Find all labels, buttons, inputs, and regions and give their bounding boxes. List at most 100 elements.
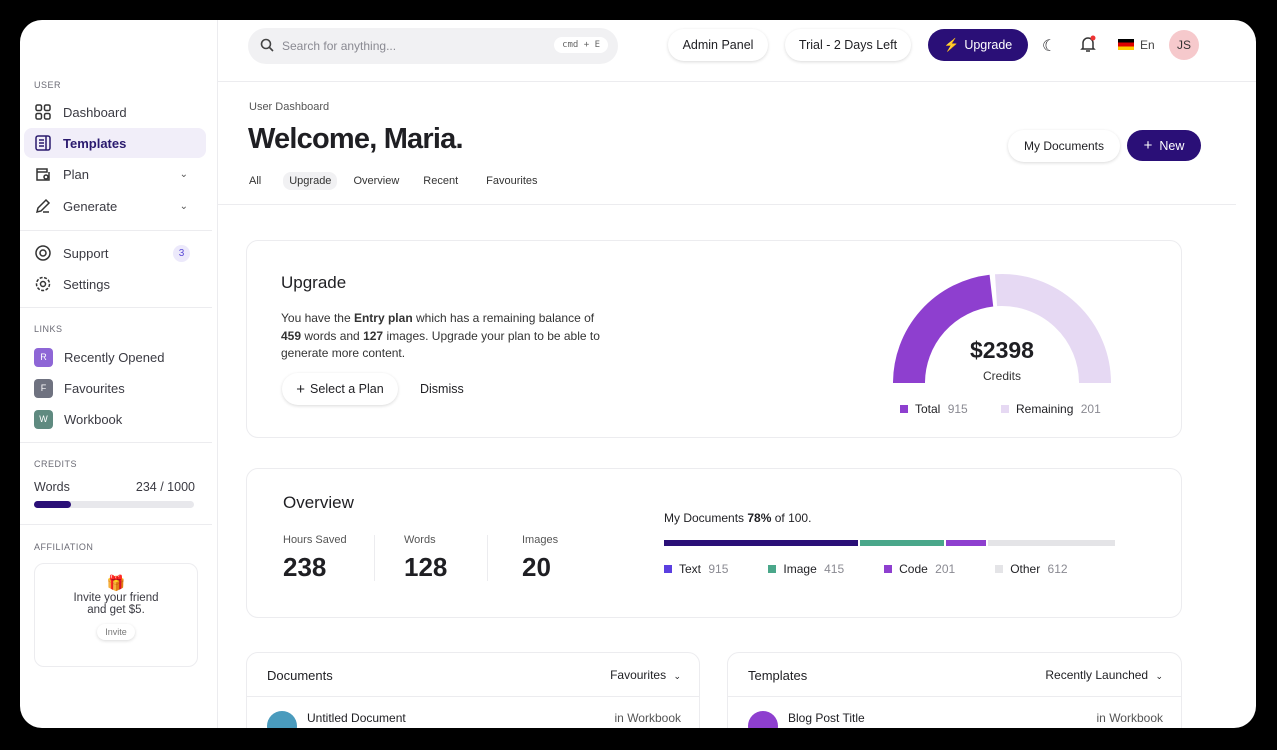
shortcut-hint: cmd + E	[554, 37, 608, 53]
admin-panel-button[interactable]: Admin Panel	[668, 29, 768, 61]
lifebuoy-icon	[34, 244, 52, 262]
label: Recently Opened	[64, 349, 165, 365]
link-favourites[interactable]: F Favourites	[24, 373, 206, 403]
tab-favourites[interactable]: Favourites	[486, 175, 538, 187]
label: Templates	[63, 135, 127, 151]
gauge-total-arc	[893, 274, 994, 384]
legend-code: Code 201	[884, 562, 955, 576]
sidebar-item-dashboard[interactable]: Dashboard	[24, 97, 206, 127]
plus-icon: +	[1143, 137, 1153, 154]
legend-swatch	[884, 565, 893, 573]
tab-upgrade[interactable]: Upgrade	[283, 172, 338, 190]
moon-icon[interactable]: ☾	[1042, 38, 1057, 55]
divider	[728, 696, 1181, 697]
select-plan-button[interactable]: + Select a Plan	[282, 373, 398, 405]
templates-card: Templates Recently Launched ⌄ Blog Post …	[727, 652, 1182, 728]
usage-segment-image	[859, 540, 945, 546]
avatar[interactable]: JS	[1169, 30, 1199, 60]
language-selector[interactable]: En	[1140, 38, 1155, 52]
section-label: LINKS	[34, 324, 63, 334]
search-icon	[260, 38, 274, 55]
template-avatar	[748, 711, 778, 728]
label: Favourites	[64, 380, 125, 396]
section-label: USER	[34, 80, 62, 90]
sidebar: USER Dashboard Templates Plan ⌄ Generate ⌄…	[20, 20, 218, 728]
gift-icon: 🎁	[106, 575, 126, 592]
upgrade-title: Upgrade	[281, 273, 347, 292]
my-documents-button[interactable]: My Documents	[1008, 130, 1120, 162]
gauge-label: Credits	[982, 369, 1021, 383]
sidebar-item-support[interactable]: Support 3	[24, 238, 206, 268]
gear-icon	[34, 275, 52, 293]
credits-progress	[34, 501, 194, 508]
link-workbook[interactable]: W Workbook	[24, 404, 206, 434]
templates-title: Templates	[748, 668, 808, 683]
documents-filter-dropdown[interactable]: Favourites ⌄	[610, 668, 681, 682]
stat-hours-saved: Hours Saved 238	[283, 534, 347, 582]
legend-image: Image 415	[768, 562, 844, 576]
sidebar-item-plan[interactable]: Plan ⌄	[24, 159, 206, 189]
document-title[interactable]: Untitled Document	[307, 711, 406, 725]
usage-legend: Text 915 Image 415 Code 201 Other 612	[664, 562, 1108, 576]
tab-all[interactable]: All	[249, 175, 262, 187]
divider	[20, 524, 212, 525]
tab-recent[interactable]: Recent	[423, 175, 459, 187]
pencil-icon	[34, 197, 52, 215]
link-avatar: F	[34, 378, 53, 398]
usage-segment-other	[988, 540, 1115, 546]
label: Plan	[63, 166, 90, 182]
section-label: CREDITS	[34, 459, 78, 469]
new-button[interactable]: + New	[1127, 130, 1201, 161]
stat-images: Images 20	[522, 534, 559, 582]
search-placeholder: Search for anything...	[282, 39, 397, 53]
usage-segment-text	[664, 540, 858, 546]
upgrade-description: You have the Entry plan which has a rema…	[281, 311, 600, 360]
legend-swatch	[900, 405, 908, 413]
sidebar-item-templates[interactable]: Templates	[24, 128, 206, 158]
wallet-icon	[34, 165, 52, 183]
invite-card: 🎁 Invite your friend and get $5. Invite	[34, 563, 198, 667]
dismiss-button[interactable]: Dismiss	[420, 382, 464, 396]
label: Select a Plan	[310, 382, 384, 396]
section-label: AFFILIATION	[34, 542, 94, 552]
link-recently-opened[interactable]: R Recently Opened	[24, 342, 206, 372]
label: Dashboard	[63, 104, 127, 120]
legend-text: Text 915	[664, 562, 728, 576]
upgrade-card: Upgrade You have the Entry plan which ha…	[246, 240, 1182, 438]
overview-card: Overview Hours Saved 238 Words 128 Images 2…	[246, 468, 1182, 618]
document-icon	[34, 134, 52, 152]
label: Settings	[63, 276, 110, 292]
divider	[218, 204, 1236, 205]
breadcrumb[interactable]: User Dashboard	[249, 101, 330, 113]
bell-icon[interactable]	[1080, 35, 1096, 58]
credits-gauge	[893, 274, 1111, 384]
sidebar-item-settings[interactable]: Settings	[24, 269, 206, 299]
documents-usage-bar	[664, 540, 1115, 546]
documents-usage-text: My Documents 78% of 100.	[664, 511, 812, 525]
tabs: All Upgrade Overview Recent Favourites	[249, 172, 538, 190]
grid-icon	[34, 103, 52, 121]
divider	[487, 535, 488, 581]
top-bar: Search for anything... cmd + E Admin Pane…	[218, 20, 1256, 82]
trial-button[interactable]: Trial - 2 Days Left	[785, 29, 911, 61]
search-input[interactable]: Search for anything... cmd + E	[248, 28, 618, 64]
sidebar-item-generate[interactable]: Generate ⌄	[24, 191, 206, 221]
document-avatar	[267, 711, 297, 728]
chevron-down-icon: ⌄	[179, 168, 188, 180]
link-avatar: W	[34, 409, 53, 429]
divider	[247, 696, 699, 697]
tab-overview[interactable]: Overview	[353, 175, 400, 187]
link-avatar: R	[34, 347, 53, 367]
invite-button[interactable]: Invite	[97, 624, 135, 640]
template-title[interactable]: Blog Post Title	[788, 711, 865, 725]
usage-segment-code	[946, 540, 987, 546]
label: Upgrade	[964, 38, 1013, 52]
legend-swatch	[1001, 405, 1009, 413]
divider	[20, 230, 212, 231]
overview-title: Overview	[283, 493, 354, 512]
upgrade-button[interactable]: ⚡ Upgrade	[928, 29, 1028, 61]
credits-progress-fill	[34, 501, 72, 508]
chevron-down-icon: ⌄	[1155, 671, 1163, 681]
gauge-value: $2398	[970, 337, 1034, 363]
templates-filter-dropdown[interactable]: Recently Launched ⌄	[1045, 668, 1163, 682]
